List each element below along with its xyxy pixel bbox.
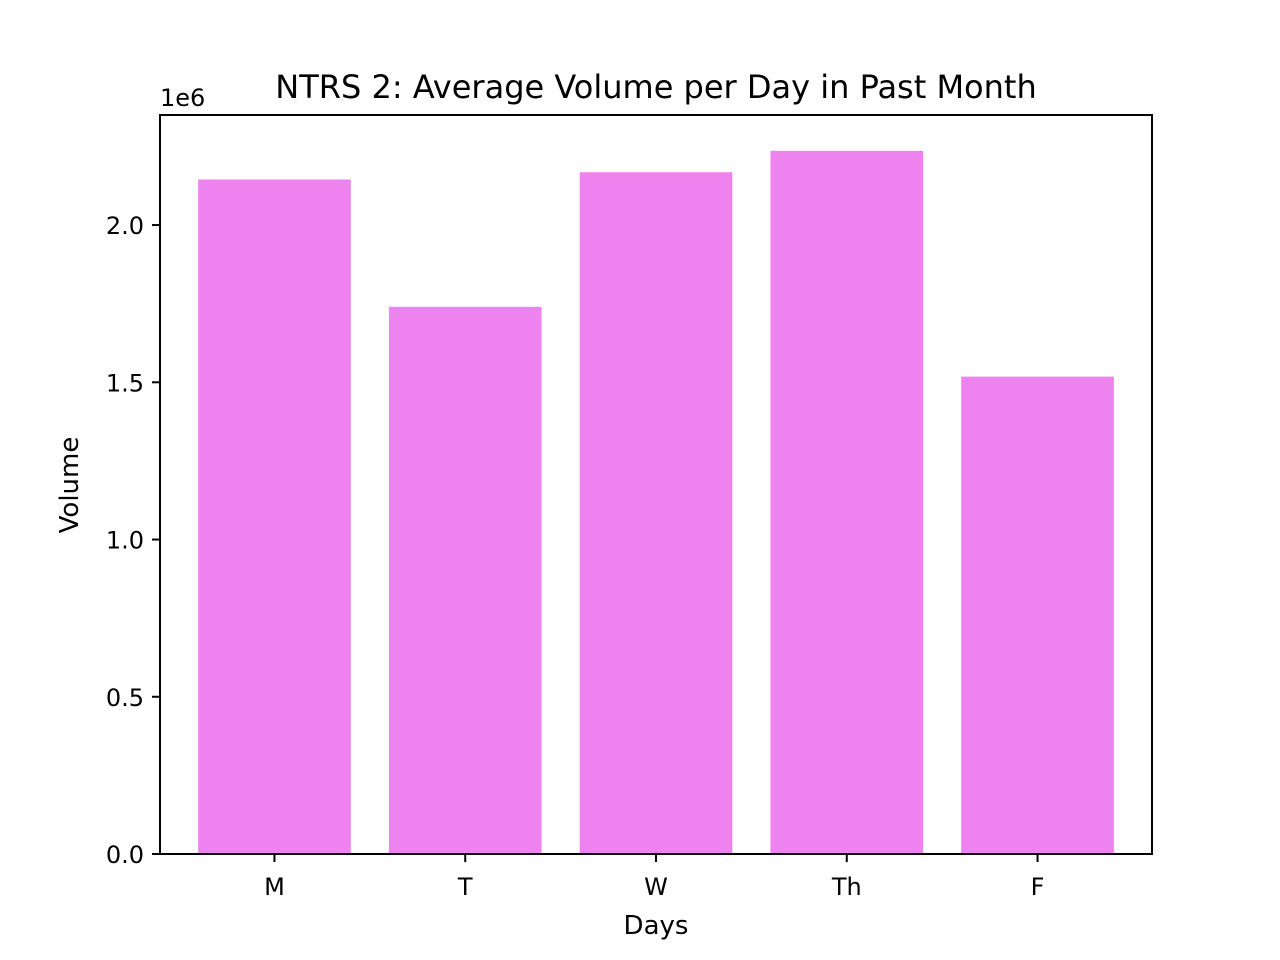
y-axis-ticks: 0.0 0.5 1.0 1.5 2.0 [106, 212, 160, 869]
x-tick-label: M [264, 873, 285, 901]
bar-f [961, 376, 1114, 854]
x-tick-label: Th [831, 873, 862, 901]
y-tick-label: 1.5 [106, 369, 144, 397]
x-axis-label: Days [624, 911, 689, 941]
bar-th [770, 150, 924, 854]
y-tick-label: 1.0 [106, 527, 144, 555]
x-tick-label: W [644, 873, 668, 901]
y-axis-offset-label: 1e6 [160, 84, 205, 112]
x-axis-ticks: M T W Th F [264, 854, 1044, 901]
y-tick-label: 0.5 [106, 684, 144, 712]
x-tick-label: T [457, 873, 473, 901]
chart-title: NTRS 2: Average Volume per Day in Past M… [275, 68, 1036, 106]
bar-w [579, 172, 733, 855]
bars-group [198, 150, 1114, 855]
y-tick-label: 2.0 [106, 212, 144, 240]
plot-frame [159, 114, 1153, 855]
bar-m [198, 179, 351, 855]
bar-t [388, 306, 542, 854]
y-tick-label: 0.0 [106, 841, 144, 869]
y-axis-label: Volume [55, 437, 85, 534]
x-tick-label: F [1031, 873, 1045, 901]
